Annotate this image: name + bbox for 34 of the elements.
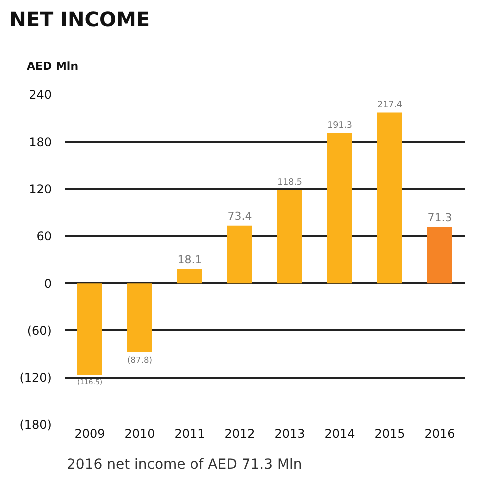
x-tick-label: 2011 (174, 427, 206, 441)
bar (178, 269, 202, 284)
chart-title: NET INCOME (10, 7, 150, 32)
text: 2016 net income of AED 71.3 Mln (67, 457, 302, 473)
y-tick-label: 0 (44, 276, 52, 291)
y-tick-label: (120) (20, 371, 52, 386)
y-tick-label: (180) (20, 418, 52, 432)
y-axis-title: AED Mln (27, 60, 79, 73)
bar (228, 226, 252, 284)
x-tick-label: 2016 (424, 427, 456, 441)
bar (128, 284, 152, 353)
x-tick-label: 2014 (324, 427, 356, 441)
bar (428, 228, 452, 284)
bar (378, 112, 402, 284)
bar (78, 284, 102, 376)
data-label: 73.4 (228, 210, 252, 223)
y-tick-label: 180 (29, 135, 52, 150)
x-tick-label: 2012 (224, 427, 256, 441)
bar (328, 133, 352, 284)
data-label: 71.3 (428, 212, 452, 225)
y-tick-label: 60 (36, 230, 52, 244)
x-tick-label: 2010 (124, 427, 156, 441)
data-label: (87.8) (128, 355, 152, 366)
y-tick-label: 120 (29, 182, 52, 196)
x-tick-label: 2013 (274, 427, 306, 441)
y-tick-label: (60) (27, 324, 52, 338)
data-label: 18.1 (178, 253, 202, 266)
bar (278, 190, 302, 284)
x-tick-label: 2009 (74, 427, 106, 441)
data-label: 118.5 (278, 178, 302, 188)
x-tick-label: 2015 (374, 427, 406, 441)
data-label: 217.4 (378, 100, 403, 110)
y-tick-label: 240 (29, 88, 52, 102)
data-label: 191.3 (328, 120, 352, 131)
